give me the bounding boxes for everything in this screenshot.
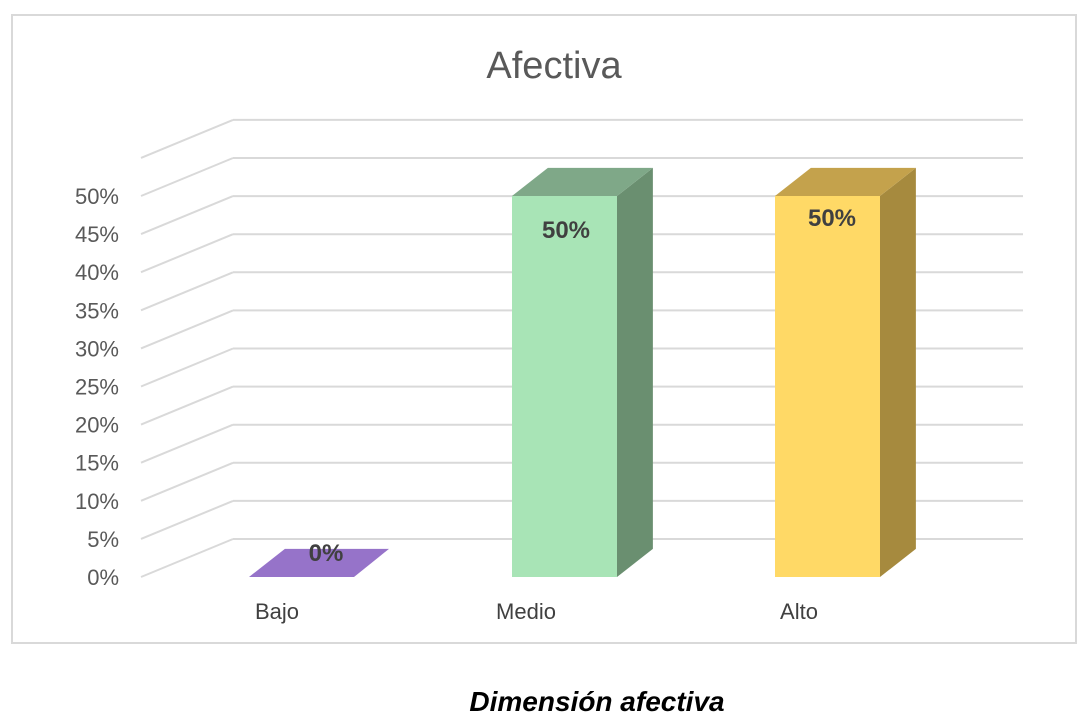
x-category-label: Medio (496, 599, 556, 624)
gridline-depth (140, 233, 234, 274)
y-tick-label: 35% (75, 298, 119, 323)
bar-top-bajo (249, 548, 389, 577)
gridline-depth (140, 157, 234, 197)
y-tick-label: 15% (75, 451, 119, 476)
bar-side-alto (880, 167, 916, 577)
y-tick-label: 30% (75, 336, 119, 361)
y-tick-label: 50% (75, 184, 119, 209)
gridline-depth (140, 118, 234, 159)
bar-top-medio (512, 167, 653, 196)
data-label: 50% (808, 205, 856, 232)
y-tick-label: 25% (75, 375, 119, 400)
gridline-depth (140, 499, 234, 540)
bar-front-medio (512, 196, 617, 577)
y-tick-label: 0% (87, 565, 119, 590)
x-axis-categories: Bajo Medio Alto (255, 599, 818, 624)
y-axis-ticks: 0% 5% 10% 15% 20% 25% 30% 35% 40% 45% 50% (75, 184, 119, 590)
data-label: 50% (542, 217, 590, 244)
x-category-label: Bajo (255, 599, 299, 624)
bar-top-alto (775, 167, 916, 196)
y-tick-label: 40% (75, 260, 119, 285)
y-tick-label: 45% (75, 222, 119, 247)
x-category-label: Alto (780, 599, 818, 624)
gridline-depth (140, 385, 234, 426)
bar-side-medio (617, 167, 653, 577)
gridline-depth (140, 309, 234, 350)
gridline-depth (140, 423, 234, 464)
bar-chart: Afectiva 0% 5% 10% 15% 20% 25% 30% 35% 40% 45% 50%… (75, 45, 1023, 624)
gridline-depth (140, 347, 234, 388)
bars (249, 167, 916, 577)
gridline-depth (140, 271, 234, 312)
gridline-depth (140, 538, 234, 578)
data-labels: 0% 50% 50% (309, 205, 856, 567)
y-tick-label: 10% (75, 489, 119, 514)
chart-frame: Afectiva 0% 5% 10% 15% 20% 25% 30% 35% 40% 45% 50%… (11, 14, 1077, 644)
chart-title: Afectiva (486, 45, 622, 87)
figure-caption: Dimensión afectiva (469, 686, 725, 717)
data-label: 0% (309, 540, 344, 567)
y-tick-label: 20% (75, 413, 119, 438)
gridline-depth (140, 195, 234, 236)
gridline-depth (140, 461, 234, 502)
y-tick-label: 5% (87, 527, 119, 552)
bar-front-alto (775, 196, 880, 577)
